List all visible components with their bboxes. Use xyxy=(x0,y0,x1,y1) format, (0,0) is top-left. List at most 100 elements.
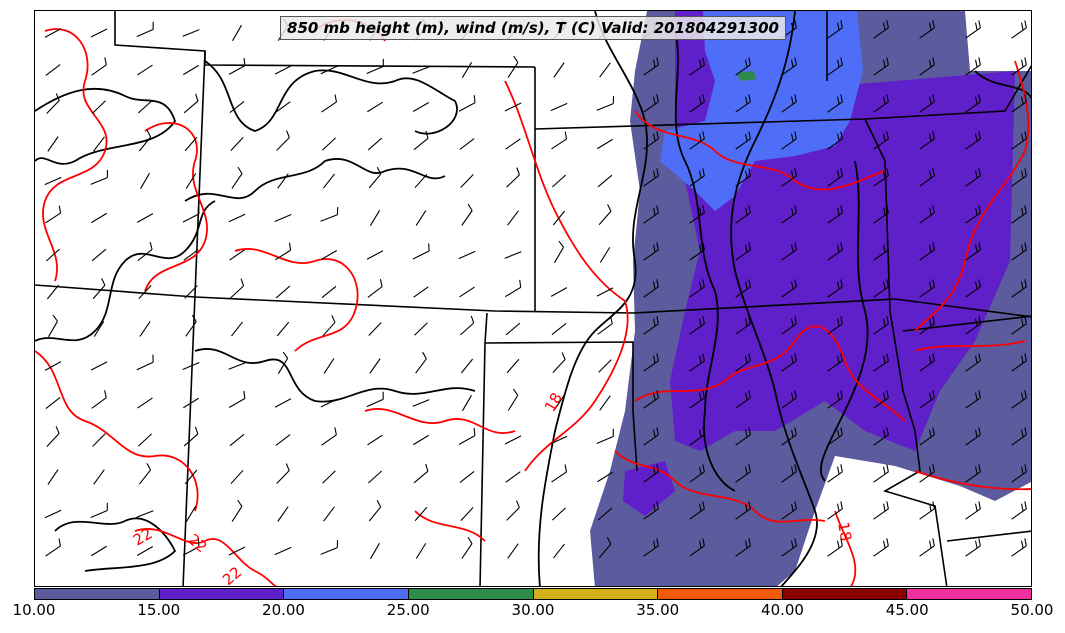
wind-barb xyxy=(320,65,338,75)
wind-barb xyxy=(597,174,613,188)
wind-barb xyxy=(735,205,751,224)
colorbar-tick-label: 30.00 xyxy=(511,601,555,619)
colorbar-tick-label: 10.00 xyxy=(12,601,56,619)
wind-barb xyxy=(413,434,429,446)
wind-barb xyxy=(93,136,105,152)
wind-barb xyxy=(412,399,430,407)
wind-barb xyxy=(366,58,384,75)
wind-barb xyxy=(229,101,245,113)
wind-barb xyxy=(458,250,476,260)
wind-barb xyxy=(919,168,935,187)
wind-barb xyxy=(596,287,614,297)
colorbar xyxy=(34,588,1032,600)
wind-barb xyxy=(92,278,106,300)
wind-barb xyxy=(415,543,427,559)
temperature-contour xyxy=(504,80,629,472)
height-contour xyxy=(54,517,177,572)
wind-barb xyxy=(274,65,292,75)
height-contour xyxy=(974,70,1031,100)
height-contour xyxy=(537,11,648,586)
map-frame: 18 22 22 22 18 850 mb height (m), wind (… xyxy=(34,10,1032,587)
wind-barb xyxy=(136,213,154,223)
colorbar-tick-label: 25.00 xyxy=(386,601,430,619)
wind-barb xyxy=(274,398,292,408)
wind-barb xyxy=(230,278,245,299)
wind-barb xyxy=(228,213,246,223)
wind-barb xyxy=(323,358,335,374)
temperature-contour xyxy=(914,340,1026,352)
wind-barb xyxy=(597,138,613,150)
wind-barb xyxy=(458,428,476,445)
wind-barb xyxy=(320,398,338,408)
wind-barb xyxy=(44,361,62,371)
wind-barb xyxy=(1011,353,1027,372)
wind-barb xyxy=(735,168,751,187)
wind-barb xyxy=(919,538,935,557)
wind-barb xyxy=(599,395,611,411)
wind-barb xyxy=(643,57,659,76)
wind-barb xyxy=(277,173,289,189)
wind-barb xyxy=(597,507,613,521)
wind-barb xyxy=(277,351,289,374)
temperature-contours xyxy=(35,19,1031,586)
height-contour xyxy=(184,158,446,202)
wind-barb xyxy=(505,471,521,483)
wind-barb xyxy=(277,506,289,522)
wind-barb xyxy=(229,433,245,447)
wind-barb xyxy=(228,58,246,75)
wind-barb xyxy=(735,464,751,483)
wind-barb xyxy=(735,279,751,298)
wind-barb xyxy=(366,250,384,260)
wind-barb xyxy=(781,168,797,187)
wind-barb xyxy=(459,315,475,336)
wind-barb xyxy=(412,66,430,74)
wind-barb xyxy=(689,279,705,298)
wind-barb xyxy=(965,168,981,187)
temperature-contour xyxy=(134,528,278,586)
wind-barb xyxy=(873,205,889,224)
wind-barb xyxy=(781,427,797,446)
wind-barb xyxy=(92,433,106,447)
wind-barb xyxy=(91,248,107,262)
wind-barb xyxy=(873,94,889,113)
wind-barb xyxy=(231,166,243,189)
wind-barb xyxy=(554,240,564,264)
wind-barb xyxy=(415,351,427,374)
wind-barb xyxy=(643,353,659,372)
temperature-label: 18 xyxy=(541,389,566,415)
wind-barb xyxy=(965,353,981,372)
wind-barb xyxy=(643,279,659,298)
colorbar-segment xyxy=(782,589,908,599)
wind-barb xyxy=(44,28,62,38)
wind-barb xyxy=(138,130,152,152)
wind-barb xyxy=(182,206,200,223)
wind-barb xyxy=(414,506,428,522)
shade-25-30 xyxy=(737,71,757,81)
height-contour xyxy=(194,348,476,403)
state-border xyxy=(479,312,488,586)
wind-barb xyxy=(552,210,566,226)
wind-barb xyxy=(323,173,335,189)
wind-barb xyxy=(369,210,381,226)
height-contour xyxy=(204,60,458,135)
wind-barb xyxy=(1011,538,1027,557)
wind-barb xyxy=(414,173,428,189)
wind-barb xyxy=(413,463,429,484)
wind-barb xyxy=(232,24,242,42)
wind-barb xyxy=(413,286,429,298)
wind-barbs xyxy=(44,18,1027,560)
colorbar-segment xyxy=(533,589,659,599)
wind-barb xyxy=(827,168,843,187)
wind-barb xyxy=(183,249,199,261)
wind-barb xyxy=(46,284,60,300)
wind-barb xyxy=(370,542,380,560)
wind-barb xyxy=(44,176,62,186)
temperature-contour xyxy=(414,510,486,542)
temperature-contour xyxy=(914,470,1031,491)
wind-barb xyxy=(550,435,568,445)
wind-barb xyxy=(643,464,659,483)
wind-barb xyxy=(412,102,430,112)
wind-barb xyxy=(320,540,339,555)
wind-barb xyxy=(1011,390,1027,409)
colorbar-segment xyxy=(658,589,783,599)
